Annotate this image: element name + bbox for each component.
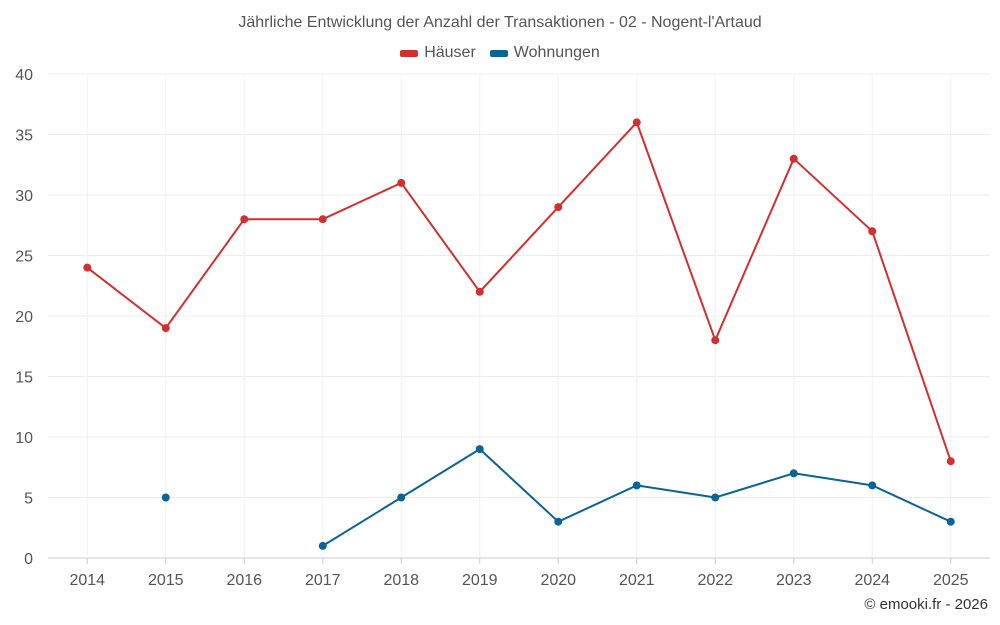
x-tick-label-2021: 2021 — [619, 572, 655, 589]
data-point-haeuser-2024 — [868, 227, 877, 236]
y-tick-label-25: 25 — [15, 249, 33, 266]
x-tick-label-2023: 2023 — [776, 572, 812, 589]
legend-entry-haeuser[interactable]: Häuser — [400, 44, 476, 62]
data-point-haeuser-2015 — [161, 324, 170, 333]
legend-swatch-haeuser — [400, 49, 419, 57]
data-point-wohnungen-2024 — [868, 481, 877, 490]
x-tick-label-2017: 2017 — [305, 572, 341, 589]
legend-swatch-wohnungen — [489, 49, 508, 57]
x-tick-label-2020: 2020 — [540, 572, 576, 589]
data-point-wohnungen-2023 — [789, 469, 798, 478]
data-point-wohnungen-2017 — [318, 541, 327, 550]
legend: Häuser Wohnungen — [0, 44, 1000, 62]
data-point-haeuser-2021 — [632, 118, 641, 127]
y-tick-label-35: 35 — [15, 128, 33, 145]
credit-text: © emooki.fr - 2026 — [864, 596, 988, 613]
data-point-haeuser-2019 — [475, 287, 484, 296]
x-tick-label-2015: 2015 — [148, 572, 184, 589]
y-tick-label-10: 10 — [15, 430, 33, 447]
x-tick-label-2022: 2022 — [697, 572, 733, 589]
data-point-haeuser-2017 — [318, 215, 327, 224]
x-tick-label-2024: 2024 — [854, 572, 890, 589]
data-point-haeuser-2016 — [240, 215, 249, 224]
y-tick-label-30: 30 — [15, 188, 33, 205]
y-tick-label-0: 0 — [24, 551, 33, 568]
data-point-haeuser-2014 — [83, 263, 92, 272]
data-point-wohnungen-2021 — [632, 481, 641, 490]
data-point-wohnungen-2015 — [161, 493, 170, 502]
data-point-haeuser-2025 — [946, 457, 955, 466]
x-tick-label-2018: 2018 — [383, 572, 419, 589]
data-point-wohnungen-2019 — [475, 445, 484, 454]
y-tick-label-20: 20 — [15, 309, 33, 326]
legend-entry-wohnungen[interactable]: Wohnungen — [489, 44, 600, 62]
data-point-haeuser-2022 — [711, 336, 720, 345]
x-tick-label-2025: 2025 — [933, 572, 969, 589]
legend-label-wohnungen: Wohnungen — [513, 44, 600, 61]
series-line-haeuser-0 — [86, 121, 952, 462]
x-tick-label-2014: 2014 — [69, 572, 105, 589]
y-tick-label-15: 15 — [15, 370, 33, 387]
data-point-haeuser-2018 — [397, 178, 406, 187]
y-tick-label-5: 5 — [24, 491, 33, 508]
data-point-wohnungen-2025 — [946, 517, 955, 526]
data-point-wohnungen-2020 — [554, 517, 563, 526]
chart-title: Jährliche Entwicklung der Anzahl der Tra… — [238, 14, 762, 31]
legend-label-haeuser: Häuser — [424, 44, 476, 61]
y-tick-label-40: 40 — [15, 67, 33, 84]
data-point-haeuser-2023 — [789, 154, 798, 163]
data-point-wohnungen-2022 — [711, 493, 720, 502]
x-tick-label-2019: 2019 — [462, 572, 498, 589]
x-tick-label-2016: 2016 — [226, 572, 262, 589]
data-point-haeuser-2020 — [554, 203, 563, 212]
data-point-wohnungen-2018 — [397, 493, 406, 502]
